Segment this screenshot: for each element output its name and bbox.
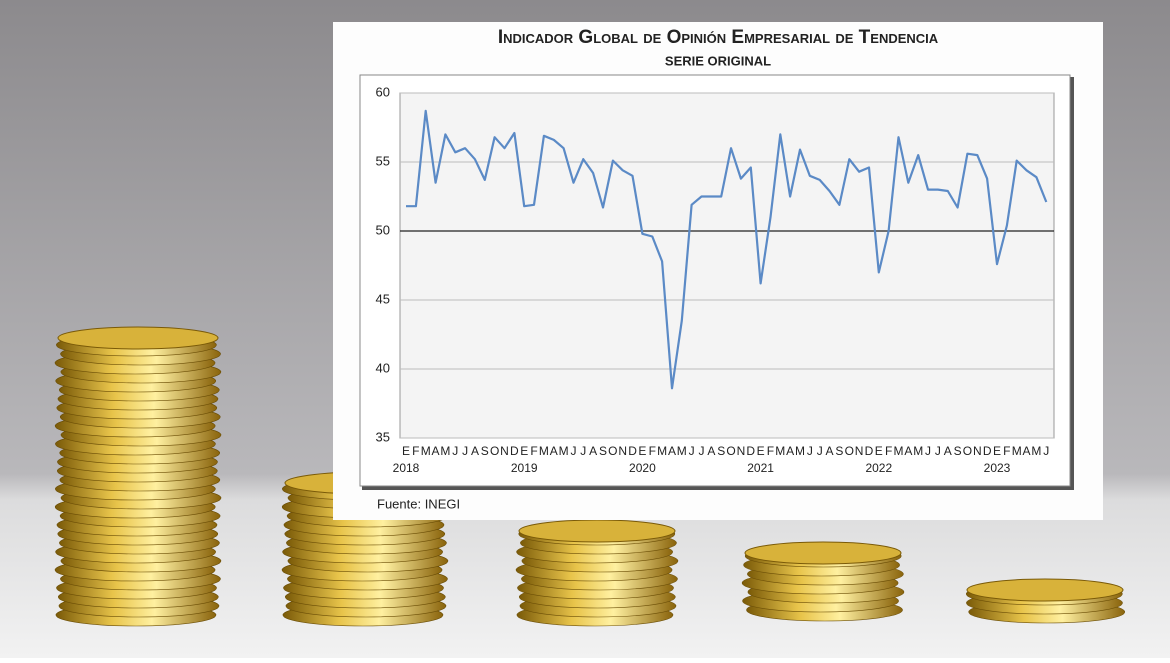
x-tick-label: N <box>973 444 982 458</box>
coin-top <box>744 541 902 565</box>
x-tick-label: A <box>432 444 440 458</box>
x-tick-label: E <box>638 444 646 458</box>
x-tick-label: M <box>1031 444 1041 458</box>
x-tick-label: A <box>550 444 558 458</box>
x-tick-label: J <box>925 444 931 458</box>
x-tick-label: A <box>1023 444 1031 458</box>
x-tick-label: A <box>668 444 676 458</box>
y-tick-label: 50 <box>376 222 390 237</box>
x-tick-label: S <box>599 444 607 458</box>
x-tick-label: J <box>935 444 941 458</box>
x-tick-label: S <box>835 444 843 458</box>
x-tick-label: M <box>421 444 431 458</box>
x-tick-label: D <box>746 444 755 458</box>
year-label: 2023 <box>984 461 1011 475</box>
chart-title: Indicador Global de Opinión Empresarial … <box>498 27 939 48</box>
x-tick-label: F <box>412 444 419 458</box>
x-tick-label: A <box>707 444 715 458</box>
y-tick-label: 60 <box>376 84 390 99</box>
y-tick-label: 45 <box>376 291 390 306</box>
year-label: 2021 <box>747 461 774 475</box>
x-tick-label: M <box>440 444 450 458</box>
x-tick-label: M <box>539 444 549 458</box>
x-tick-label: F <box>885 444 892 458</box>
x-tick-label: O <box>490 444 499 458</box>
x-tick-label: J <box>807 444 813 458</box>
chart-subtitle: SERIE ORIGINAL <box>665 53 771 68</box>
coin-top <box>518 519 676 543</box>
x-tick-label: F <box>530 444 537 458</box>
x-tick-label: E <box>993 444 1001 458</box>
x-tick-label: M <box>913 444 923 458</box>
x-tick-label: S <box>954 444 962 458</box>
x-tick-label: O <box>608 444 617 458</box>
x-tick-label: M <box>894 444 904 458</box>
x-tick-label: J <box>699 444 705 458</box>
year-label: 2022 <box>865 461 892 475</box>
x-tick-label: J <box>689 444 695 458</box>
x-tick-label: A <box>944 444 952 458</box>
x-tick-label: A <box>826 444 834 458</box>
x-tick-label: E <box>402 444 410 458</box>
coin-top <box>966 578 1124 602</box>
data-line <box>406 109 1048 390</box>
coin-top <box>57 326 219 350</box>
x-tick-label: S <box>481 444 489 458</box>
y-tick-label: 40 <box>376 360 390 375</box>
y-tick-label: 55 <box>376 153 390 168</box>
year-label: 2020 <box>629 461 656 475</box>
x-tick-label: M <box>1012 444 1022 458</box>
x-tick-label: N <box>618 444 627 458</box>
x-tick-label: F <box>649 444 656 458</box>
x-tick-label: D <box>510 444 519 458</box>
x-tick-label: N <box>500 444 509 458</box>
x-tick-label: J <box>580 444 586 458</box>
x-tick-label: A <box>471 444 479 458</box>
x-tick-label: A <box>786 444 794 458</box>
x-tick-label: A <box>904 444 912 458</box>
x-tick-label: M <box>657 444 667 458</box>
x-tick-label: M <box>775 444 785 458</box>
source-note: Fuente: INEGI <box>377 496 460 511</box>
x-tick-label: M <box>677 444 687 458</box>
x-tick-label: D <box>865 444 874 458</box>
x-tick-label: D <box>628 444 637 458</box>
x-tick-label: M <box>559 444 569 458</box>
x-tick-label: E <box>875 444 883 458</box>
x-tick-label: N <box>737 444 746 458</box>
x-tick-label: S <box>717 444 725 458</box>
x-tick-label: D <box>983 444 992 458</box>
x-tick-label: A <box>589 444 597 458</box>
x-tick-label: O <box>726 444 735 458</box>
x-tick-label: J <box>452 444 458 458</box>
x-tick-label: N <box>855 444 864 458</box>
plot-area <box>399 92 1055 439</box>
x-tick-label: J <box>570 444 576 458</box>
x-tick-label: J <box>1043 444 1049 458</box>
x-tick-label: F <box>1003 444 1010 458</box>
x-tick-label: J <box>817 444 823 458</box>
x-tick-label: O <box>963 444 972 458</box>
x-tick-label: M <box>795 444 805 458</box>
x-tick-label: E <box>520 444 528 458</box>
x-tick-label: J <box>462 444 468 458</box>
x-tick-label: F <box>767 444 774 458</box>
year-label: 2018 <box>393 461 420 475</box>
x-tick-label: E <box>757 444 765 458</box>
x-tick-label: O <box>845 444 854 458</box>
year-label: 2019 <box>511 461 538 475</box>
y-tick-label: 35 <box>376 429 390 444</box>
